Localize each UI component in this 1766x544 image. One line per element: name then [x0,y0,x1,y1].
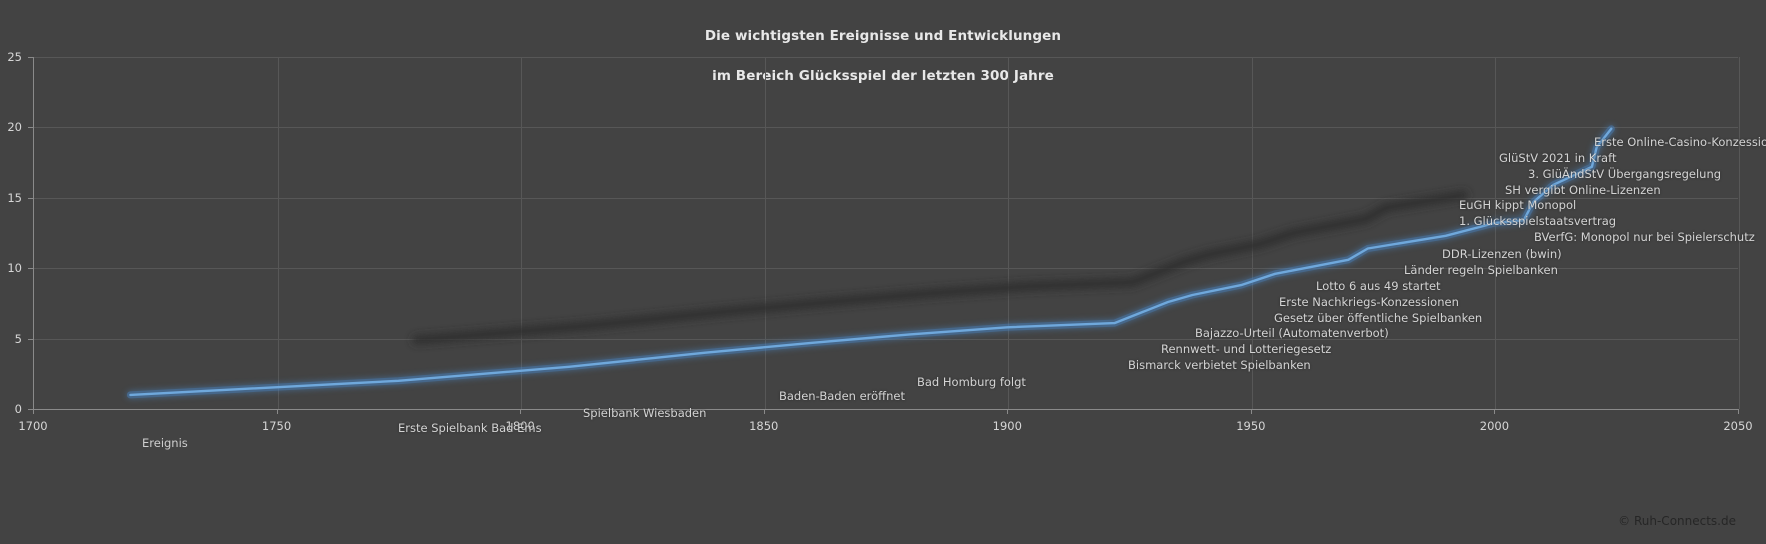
y-axis-tick-label: 0 [14,402,22,416]
data-point-label: Lotto 6 aus 49 startet [1316,279,1441,293]
data-point-label: 3. GlüÄndStV Übergangsregelung [1528,167,1722,181]
x-axis-tick [763,409,765,414]
x-axis-tick-label: 2050 [1723,419,1753,433]
gridline-horizontal [34,127,1738,129]
y-axis-tick [28,268,33,270]
x-axis-tick-label: 1800 [505,419,535,433]
gridline-horizontal [34,57,1738,58]
gridline-horizontal [34,197,1738,199]
data-point-label: EuGH kippt Monopol [1459,198,1577,212]
gridline-vertical [1008,57,1010,409]
gridline-vertical [1495,57,1497,409]
gridline-vertical [521,57,523,409]
y-axis-tick [28,57,33,58]
y-axis-tick [28,197,33,199]
credit-text: © Ruh-Connects.de [1618,514,1736,528]
series-line-ereignis[interactable] [129,127,1613,397]
x-axis-tick-label: 1850 [749,419,779,433]
y-axis-tick [28,338,33,340]
series-label-ereignis: Ereignis [142,436,188,450]
x-axis-tick [1007,409,1009,414]
y-axis-tick-label: 10 [7,261,22,276]
data-point-label: Gesetz über öffentliche Spielbanken [1274,311,1483,325]
data-point-label: Länder regeln Spielbanken [1404,263,1558,277]
x-axis-tick [33,409,34,414]
data-point-label: SH vergibt Online-Lizenzen [1505,183,1661,197]
title-line-1: Die wichtigsten Ereignisse und Entwicklu… [704,28,1062,44]
x-axis-tick-label: 1700 [18,419,48,433]
data-point-label: Rennwett- und Lotteriegesetz [1161,342,1332,356]
x-axis-tick [276,409,278,414]
data-point-label: Bad Homburg folgt [917,375,1026,389]
data-point-label: GlüStV 2021 in Kraft [1499,151,1617,165]
data-point-label: DDR-Lizenzen (bwin) [1442,247,1562,261]
gridline-horizontal [34,268,1738,270]
y-axis-tick [28,127,33,129]
x-axis-tick-label: 1900 [992,419,1022,433]
data-point-label: Erste Nachkriegs-Konzessionen [1279,295,1459,309]
x-axis-tick [520,409,522,414]
x-axis-tick-label: 1750 [261,419,292,433]
y-axis-tick-label: 25 [7,50,22,64]
data-point-label: 1. Glücksspielstaatsvertrag [1459,214,1617,228]
data-point-label: Spielbank Wiesbaden [583,406,707,420]
data-point-label: Bismarck verbietet Spielbanken [1128,358,1311,372]
y-axis-tick-label: 5 [14,331,22,346]
data-point-label: BVerfG: Monopol nur bei Spielerschutz [1534,230,1755,244]
y-axis-tick-label: 20 [7,120,22,135]
x-axis-line [33,409,1738,410]
x-axis-tick [1250,409,1252,414]
gridline-vertical [1251,57,1253,409]
gridline-vertical [277,57,279,409]
data-point-label: Erste Online-Casino-Konzessionen [1594,135,1766,149]
series-glow-line [126,125,1615,399]
shadow-series-line [411,190,1469,345]
x-axis-tick-label: 1950 [1236,419,1266,433]
data-point-label: Erste Spielbank Bad Ems [398,421,542,435]
x-axis-tick-label: 2000 [1479,419,1510,433]
y-axis-tick-label: 15 [7,190,22,205]
data-point-label: Baden-Baden eröffnet [779,389,905,403]
x-axis-tick [1738,409,1739,414]
y-axis-tick [28,409,33,410]
data-point-label: Bajazzo-Urteil (Automatenverbot) [1195,326,1389,340]
gridline-vertical [764,57,766,409]
gridline-vertical [1739,57,1740,409]
x-axis-tick [1494,409,1496,414]
